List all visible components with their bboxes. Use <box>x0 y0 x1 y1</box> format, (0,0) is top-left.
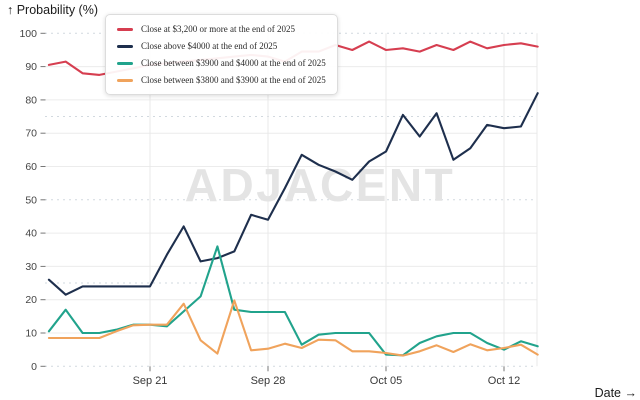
series-line-2 <box>47 245 539 357</box>
legend-label: Close above $4000 at the end of 2025 <box>141 41 278 51</box>
legend-label: Close at $3,200 or more at the end of 20… <box>141 24 295 34</box>
legend-item-close-above-4000: Close above $4000 at the end of 2025 <box>117 40 326 52</box>
legend-item-close-3800-3900: Close between $3800 and $3900 at the end… <box>117 74 326 86</box>
legend-swatch-red <box>117 27 133 31</box>
x-tick-label-Oct-05: Oct 05 <box>370 375 402 387</box>
legend-label: Close between $3800 and $3900 at the end… <box>141 75 326 85</box>
x-tick-label-Sep-21: Sep 21 <box>133 375 168 387</box>
legend-item-close-3200-or-more: Close at $3,200 or more at the end of 20… <box>117 23 326 35</box>
watermark: ADJACENT <box>185 159 455 211</box>
legend-item-close-3900-4000: Close between $3900 and $4000 at the end… <box>117 57 326 69</box>
y-tick-label-90: 90 <box>25 61 37 73</box>
chart-legend: Close at $3,200 or more at the end of 20… <box>105 14 338 95</box>
legend-swatch-teal <box>117 61 133 65</box>
y-tick-label-30: 30 <box>25 261 37 273</box>
series-line-1 <box>47 92 539 296</box>
x-tick-label-Oct-12: Oct 12 <box>488 375 520 387</box>
y-tick-label-0: 0 <box>31 361 37 373</box>
series-line-3 <box>47 299 539 357</box>
legend-swatch-navy <box>117 44 133 48</box>
y-tick-label-20: 20 <box>25 294 37 306</box>
y-tick-label-70: 70 <box>25 128 37 140</box>
y-tick-label-40: 40 <box>25 228 37 240</box>
y-tick-label-10: 10 <box>25 328 37 340</box>
legend-swatch-orange <box>117 78 133 82</box>
y-tick-label-60: 60 <box>25 161 37 173</box>
gridlines <box>45 32 538 367</box>
axis-ticks: 0 10 20 30 40 50 60 70 80 90 100 Sep 21 Sep 28 Oct 05… <box>19 28 520 387</box>
x-tick-label-Sep-28: Sep 28 <box>251 375 286 387</box>
legend-label: Close between $3900 and $4000 at the end… <box>141 58 326 68</box>
y-tick-label-50: 50 <box>25 194 37 206</box>
y-tick-label-100: 100 <box>19 28 37 40</box>
x-axis-title: Date → <box>595 386 637 400</box>
y-tick-label-80: 80 <box>25 94 37 106</box>
y-axis-title: ↑ Probability (%) <box>7 3 98 17</box>
